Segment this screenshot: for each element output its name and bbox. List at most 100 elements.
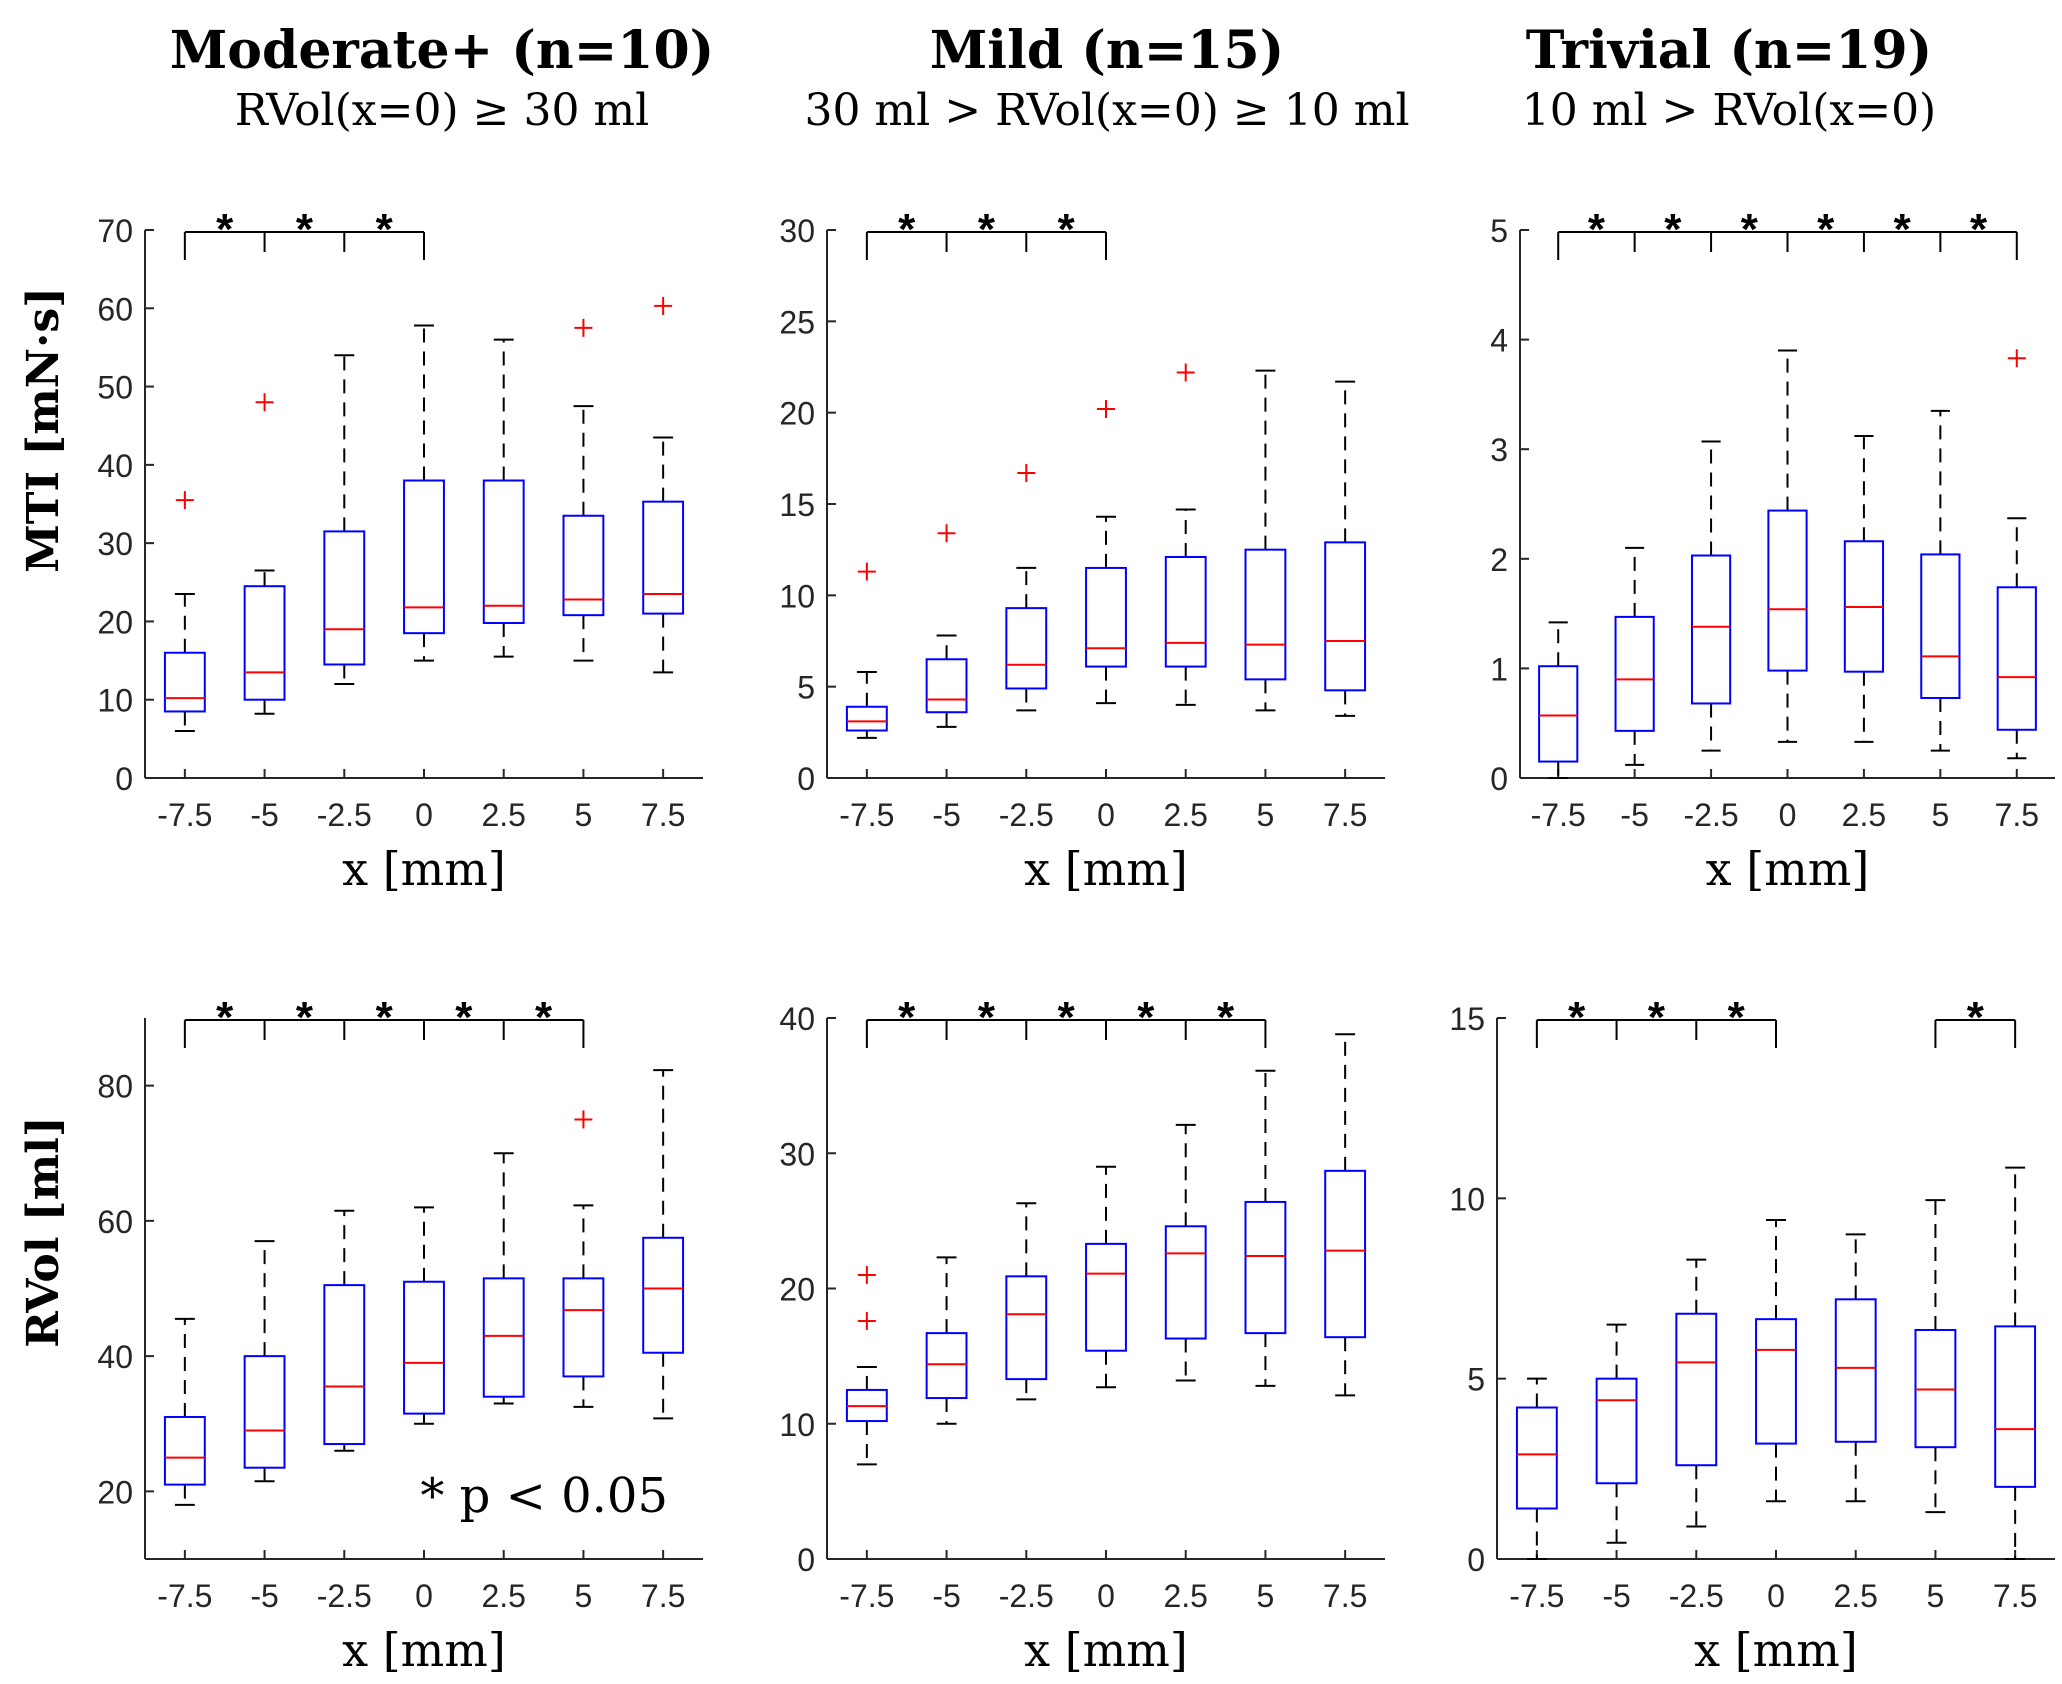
significance-star: *	[1894, 205, 1912, 254]
x-tick-label: 2.5	[1842, 797, 1886, 833]
significance-star: *	[1058, 205, 1076, 254]
outlier-marker	[574, 318, 593, 337]
iqr-box	[323, 530, 366, 666]
y-tick-label: 10	[779, 1407, 815, 1443]
iqr-box	[1244, 1200, 1287, 1335]
iqr-box	[1690, 554, 1732, 705]
x-tick-label: 0	[415, 797, 433, 833]
outlier-marker	[857, 1311, 876, 1330]
box--2.5	[323, 354, 366, 686]
box-2.5	[1834, 1233, 1877, 1503]
y-tick-label: 5	[797, 670, 815, 706]
y-tick-label: 60	[97, 291, 133, 327]
box-2.5	[1843, 435, 1885, 743]
x-tick-label: -7.5	[1531, 797, 1586, 833]
x-tick-label: 7.5	[1993, 1578, 2037, 1614]
box--7.5	[163, 1317, 206, 1506]
box--5	[243, 1240, 286, 1483]
iqr-box	[323, 1284, 366, 1446]
column-heading: Mild (n=15)	[929, 20, 1285, 81]
x-tick-label: -5	[250, 1578, 278, 1614]
outlier-marker	[255, 393, 274, 412]
outlier-marker	[857, 1265, 876, 1284]
x-tick-label: 5	[1927, 1578, 1945, 1614]
iqr-box	[482, 1277, 525, 1398]
y-tick-label: 30	[97, 526, 133, 562]
significance-bracket: * * * * *	[183, 993, 585, 1048]
outlier-marker	[937, 524, 956, 543]
box-5	[1914, 1199, 1957, 1514]
x-tick-label: 2.5	[481, 1578, 525, 1614]
x-tick-label: -5	[1602, 1578, 1630, 1614]
x-tick-label: 7.5	[1323, 1578, 1367, 1614]
iqr-box	[163, 1415, 206, 1486]
x-axis-label: x [mm]	[1024, 842, 1188, 896]
iqr-box	[1834, 1298, 1877, 1443]
iqr-box	[1614, 615, 1655, 732]
box-5	[562, 1110, 605, 1408]
y-tick-label: 5	[1467, 1362, 1485, 1398]
plot-rvol-mild: 0 10 20 30 40 -7.5 -5 -2.5 0 2.5 5 7.5 x [mm] * * * * *	[779, 993, 1385, 1677]
iqr-box	[1675, 1312, 1718, 1467]
outlier-marker	[574, 1110, 593, 1129]
x-tick-label: -5	[932, 797, 960, 833]
box-7.5	[1324, 1033, 1367, 1397]
x-tick-label: -7.5	[839, 797, 894, 833]
iqr-box	[1244, 548, 1287, 681]
significance-star: *	[535, 993, 553, 1042]
outlier-marker	[175, 491, 194, 510]
iqr-box	[243, 585, 286, 701]
y-tick-label: 40	[97, 448, 133, 484]
x-tick-label: -2.5	[1669, 1578, 1724, 1614]
significance-bracket: * * *	[865, 205, 1107, 260]
y-tick-label: 2	[1490, 542, 1508, 578]
column-criterion: 30 ml > RVol(x=0) ≥ 10 ml	[804, 85, 1410, 136]
iqr-box	[562, 1277, 605, 1378]
significance-star: *	[1058, 993, 1076, 1042]
significance-bracket: * * *	[1535, 993, 1777, 1048]
iqr-box	[642, 500, 685, 615]
box-2.5	[1164, 1123, 1207, 1382]
significance-star: *	[296, 993, 314, 1042]
row-label-mti: MTI [mN·s]	[18, 287, 69, 573]
iqr-box	[403, 479, 445, 635]
x-tick-label: 7.5	[641, 797, 685, 833]
x-tick-label: 5	[575, 797, 593, 833]
iqr-box	[482, 479, 525, 624]
significance-star: *	[376, 205, 394, 254]
significance-star: *	[296, 205, 314, 254]
y-tick-label: 1	[1490, 651, 1508, 687]
y-tick-label: 15	[779, 487, 815, 523]
iqr-box	[163, 651, 206, 713]
y-tick-label: 10	[779, 578, 815, 614]
x-axis-label: x [mm]	[1706, 842, 1870, 896]
outlier-marker	[1176, 363, 1195, 382]
iqr-box	[1164, 1225, 1207, 1340]
iqr-box	[642, 1236, 685, 1354]
iqr-box	[1005, 607, 1048, 690]
plot-rvol-trivial: 0 5 10 15 -7.5 -5 -2.5 0 2.5 5 7.5 x [mm] * * * *	[1449, 993, 2055, 1677]
iqr-box	[1538, 665, 1579, 763]
plot-mti-moderate: 0 10 20 30 40 50 60 70 -7.5 -5 -2.5 0 2.5 5 7.5 x [mm] *…	[97, 205, 703, 896]
box-5	[1920, 409, 1961, 752]
column-heading: Trivial (n=19)	[1525, 20, 1933, 81]
significance-bracket: * * *	[183, 205, 425, 260]
x-tick-label: -2.5	[999, 797, 1054, 833]
column-heading: Moderate+ (n=10)	[169, 20, 715, 81]
significance-star: *	[455, 993, 473, 1042]
significance-star: *	[978, 205, 996, 254]
box--2.5	[1690, 440, 1732, 752]
x-tick-label: -2.5	[1684, 797, 1739, 833]
iqr-box	[1515, 1406, 1558, 1510]
significance-bracket: *	[1934, 993, 2017, 1048]
box-2.5	[1164, 363, 1207, 706]
x-tick-label: 7.5	[1995, 797, 2039, 833]
y-tick-label: 0	[797, 761, 815, 797]
significance-star: *	[1217, 993, 1235, 1042]
iqr-box	[1920, 553, 1961, 699]
box--5	[243, 393, 286, 715]
x-tick-label: 5	[1931, 797, 1949, 833]
box--7.5	[845, 562, 888, 739]
plot-mti-mild: 0 5 10 15 20 25 30 -7.5 -5 -2.5 0 2.5 5 7.5 x [mm] * * *	[779, 205, 1385, 896]
iqr-box	[562, 514, 605, 617]
